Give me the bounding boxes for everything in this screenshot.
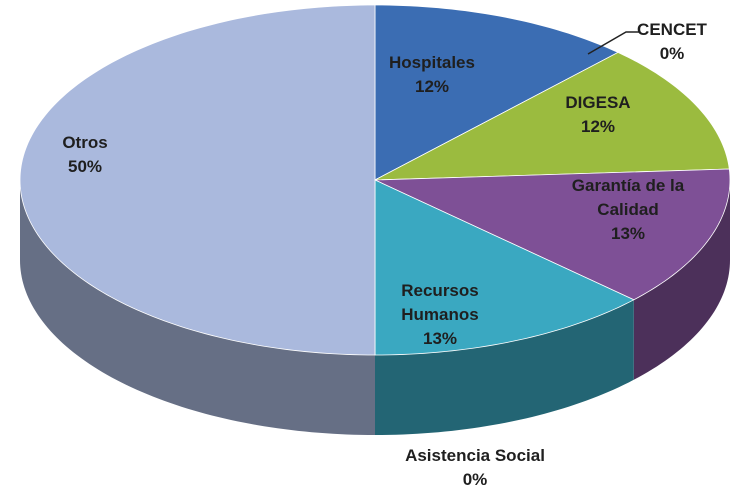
label-name: DIGESA (565, 93, 631, 112)
label-value: 13% (422, 329, 458, 348)
slice-side (375, 299, 634, 435)
slice (19, 4, 376, 356)
label-value: 0% (462, 470, 488, 489)
label-name: CENCET (637, 20, 707, 39)
label-value: 0% (659, 44, 685, 63)
leader-line (587, 31, 640, 55)
label-name: Recursos Humanos (401, 281, 479, 324)
label-name: Garantía de la Calidad (571, 176, 685, 219)
data-label: Otros 50% (25, 131, 145, 179)
slice (374, 168, 730, 301)
slice (374, 51, 730, 181)
label-value: 12% (414, 77, 450, 96)
data-label: CENCET 0% (612, 18, 730, 66)
data-label: Hospitales 12% (357, 51, 507, 99)
data-label: Recursos Humanos 13% (365, 279, 515, 351)
label-value: 50% (67, 157, 103, 176)
slice (374, 4, 619, 181)
slice-side (633, 180, 730, 380)
label-value: 12% (580, 117, 616, 136)
data-label: Garantía de la Calidad 13% (553, 174, 703, 246)
label-name: Hospitales (389, 53, 475, 72)
slice-side (20, 180, 375, 435)
label-name: Otros (62, 133, 108, 152)
label-value: 13% (610, 224, 646, 243)
data-label: Asistencia Social 0% (365, 444, 585, 492)
data-label: DIGESA 12% (538, 91, 658, 139)
label-name: Asistencia Social (405, 446, 545, 465)
slice (374, 179, 635, 356)
